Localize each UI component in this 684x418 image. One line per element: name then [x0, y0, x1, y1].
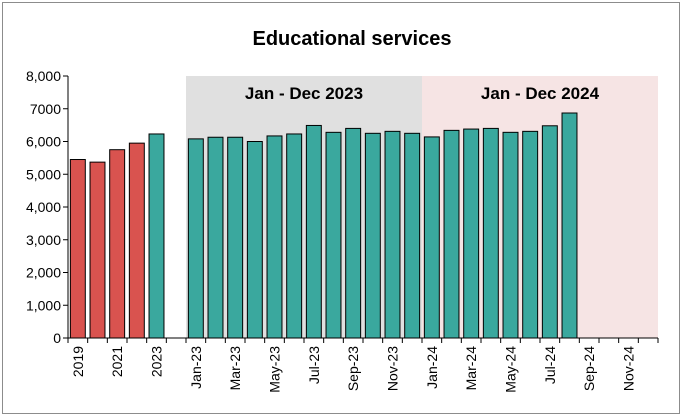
bar-Jun-24: [522, 130, 539, 339]
x-tick-label: Jul-24: [542, 346, 558, 384]
y-tick-label: 3,000: [26, 232, 61, 248]
x-tick-label: May-23: [267, 346, 283, 393]
bar-Feb-24: [443, 129, 460, 339]
period-band-label: Jan - Dec 2024: [481, 84, 600, 103]
x-tick-label: 2021: [109, 346, 125, 377]
bar-Jul-23: [305, 124, 322, 339]
y-tick-label: 1,000: [26, 297, 61, 313]
y-tick-label: 0: [53, 330, 61, 346]
bar-May-23: [266, 135, 283, 339]
x-tick-label: Mar-23: [227, 346, 243, 391]
bar-annual-2022: [128, 142, 145, 339]
bar-Dec-23: [404, 132, 421, 339]
bar-annual-2023: [148, 133, 165, 339]
bar-Sep-23: [345, 127, 362, 339]
x-tick-label: Sep-24: [581, 346, 597, 391]
bar-Mar-24: [463, 128, 480, 339]
bar-Feb-23: [207, 136, 224, 339]
chart-title: Educational services: [253, 28, 452, 50]
x-tick-label: May-24: [503, 346, 519, 393]
x-tick-label: 2019: [70, 346, 86, 377]
y-tick-label: 8,000: [26, 68, 61, 84]
bar-Jun-23: [286, 133, 303, 339]
bar-May-24: [502, 131, 519, 339]
y-axis-ticks: 0 1,000 2,000 3,000 4,000 5,000 6,000 7000 8,000: [26, 68, 68, 346]
bar-Aug-24: [561, 112, 578, 339]
y-tick-label: 6,000: [26, 134, 61, 150]
bar-Jul-24: [541, 125, 558, 339]
y-tick-label: 4,000: [26, 199, 61, 215]
period-bands: Jan - Dec 2023 Jan - Dec 2024: [186, 76, 658, 338]
bar-Apr-24: [482, 127, 499, 339]
x-tick-label: 2023: [149, 346, 165, 377]
bar-Apr-23: [246, 141, 263, 339]
x-tick-label: Jan-24: [424, 346, 440, 389]
x-tick-label: Mar-24: [463, 346, 479, 391]
period-band-label: Jan - Dec 2023: [245, 84, 363, 103]
bar-annual-2021: [109, 149, 126, 339]
x-axis-ticks: 2019 2021 2023 Jan-23 Mar-23 May-23 Jul-23 Sep-…: [67, 338, 659, 393]
bars: [69, 112, 578, 339]
x-tick-label: Jul-23: [306, 346, 322, 384]
x-tick-label: Nov-23: [385, 346, 401, 391]
bar-annual-2019: [69, 159, 86, 339]
y-tick-label: 2,000: [26, 265, 61, 281]
bar-Mar-23: [227, 136, 244, 339]
bar-Jan-24: [423, 136, 440, 339]
y-tick-label: 5,000: [26, 166, 61, 182]
x-tick-label: Jan-23: [188, 346, 204, 389]
x-tick-label: Nov-24: [621, 346, 637, 391]
y-tick-label: 7000: [30, 101, 61, 117]
bar-Aug-23: [325, 131, 342, 339]
bar-Nov-23: [384, 130, 401, 339]
bar-annual-2020: [89, 161, 106, 339]
bar-Jan-23: [187, 138, 204, 339]
bar-Oct-23: [364, 132, 381, 339]
x-tick-label: Sep-23: [345, 346, 361, 391]
period-band-2: [422, 76, 658, 338]
period-band-1: [186, 76, 422, 338]
